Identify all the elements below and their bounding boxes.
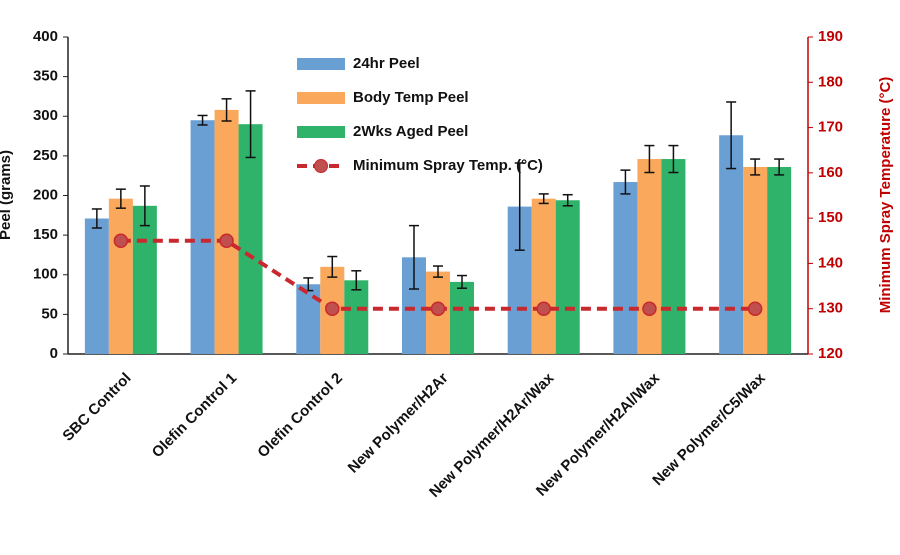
y2-tick-label: 150 bbox=[818, 209, 843, 226]
y-tick-label: 0 bbox=[50, 345, 58, 362]
line-marker bbox=[536, 301, 551, 316]
error-bar bbox=[245, 90, 256, 159]
bar bbox=[108, 198, 133, 354]
bar bbox=[613, 182, 638, 354]
bar bbox=[296, 284, 321, 354]
bar bbox=[132, 205, 157, 354]
y2-axis-label: Minimum Spray Temperature (°C) bbox=[877, 77, 894, 314]
y-tick-label: 400 bbox=[33, 28, 58, 45]
x-tick-label: Olefin Control 1 bbox=[149, 370, 241, 462]
error-bar bbox=[351, 270, 362, 291]
y-tick-label: 50 bbox=[41, 305, 58, 322]
error-bar bbox=[139, 185, 150, 227]
error-bar bbox=[91, 208, 102, 229]
legend-swatch bbox=[297, 126, 345, 138]
y-tick-label: 200 bbox=[33, 186, 58, 203]
bar bbox=[531, 198, 556, 354]
error-bar bbox=[620, 169, 631, 195]
error-bar bbox=[514, 162, 525, 251]
line-marker bbox=[430, 301, 446, 316]
bar bbox=[238, 124, 263, 354]
error-bar bbox=[538, 193, 549, 205]
y-tick-label: 250 bbox=[33, 147, 58, 164]
y2-tick-label: 190 bbox=[818, 28, 843, 45]
y-tick-label: 100 bbox=[33, 266, 58, 283]
y2-tick-label: 120 bbox=[818, 345, 843, 362]
bar bbox=[767, 166, 792, 354]
y-tick-label: 300 bbox=[33, 107, 58, 124]
error-bar bbox=[115, 188, 126, 209]
x-tick-label: Olefin Control 2 bbox=[254, 370, 346, 462]
bar bbox=[555, 200, 580, 354]
x-tick-label: SBC Control bbox=[59, 370, 134, 445]
error-bar bbox=[197, 114, 208, 126]
bar bbox=[450, 281, 474, 354]
line-marker bbox=[325, 301, 340, 316]
x-tick-label: New Polymer/H2Ar/Wax bbox=[426, 369, 558, 501]
error-bar bbox=[774, 158, 785, 176]
error-bar bbox=[221, 98, 232, 122]
error-bar bbox=[726, 101, 737, 170]
bar bbox=[214, 109, 239, 354]
bar bbox=[719, 135, 744, 354]
error-bar bbox=[327, 255, 338, 278]
error-bar bbox=[433, 265, 443, 278]
line-marker bbox=[642, 301, 657, 316]
error-bar bbox=[750, 158, 761, 176]
y-tick-label: 350 bbox=[33, 68, 58, 85]
x-tick-label: New Polymer/H2Al/Wax bbox=[533, 369, 664, 500]
error-bar bbox=[644, 144, 655, 174]
y2-tick-label: 160 bbox=[818, 164, 843, 181]
y-axis-label: Peel (grams) bbox=[0, 150, 14, 240]
y-tick-label: 150 bbox=[33, 226, 58, 243]
legend-marker bbox=[314, 159, 328, 173]
legend-label: Body Temp Peel bbox=[353, 89, 469, 106]
x-tick-label: New Polymer/H2Ar bbox=[345, 370, 452, 477]
line-marker bbox=[219, 233, 234, 249]
bar bbox=[84, 218, 109, 354]
y2-tick-label: 140 bbox=[818, 254, 843, 271]
legend-label: Minimum Spray Temp. (°C) bbox=[353, 157, 543, 174]
error-bar bbox=[457, 274, 467, 289]
x-tick-label: New Polymer/C5/Wax bbox=[649, 369, 769, 489]
legend-swatch bbox=[297, 92, 345, 104]
bar bbox=[637, 159, 662, 354]
y2-tick-label: 180 bbox=[818, 73, 843, 90]
bar bbox=[190, 120, 215, 355]
y2-tick-label: 130 bbox=[818, 300, 843, 317]
bar bbox=[344, 280, 369, 354]
legend-label: 2Wks Aged Peel bbox=[353, 123, 468, 140]
legend-label: 24hr Peel bbox=[353, 55, 420, 72]
legend-swatch bbox=[297, 58, 345, 70]
error-bar bbox=[562, 193, 573, 207]
bar bbox=[743, 166, 768, 354]
y2-tick-label: 170 bbox=[818, 119, 843, 136]
bar bbox=[661, 159, 686, 354]
line-marker bbox=[747, 301, 763, 316]
line-marker bbox=[113, 233, 129, 249]
error-bar bbox=[668, 144, 679, 174]
error-bar bbox=[409, 224, 419, 290]
